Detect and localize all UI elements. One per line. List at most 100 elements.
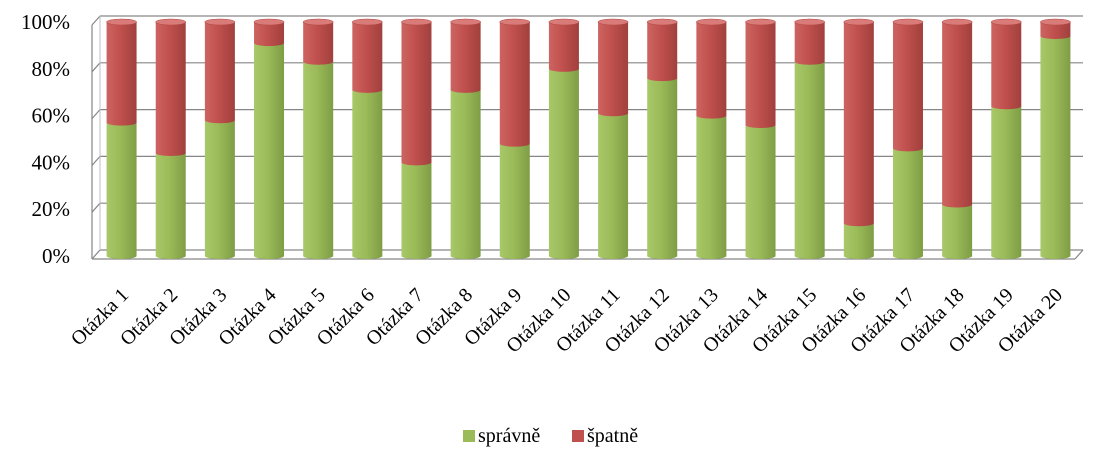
y-tick-label: 40% xyxy=(32,150,71,174)
bar-stack xyxy=(892,18,924,259)
y-tick-label: 80% xyxy=(32,57,71,81)
bar-segment-base xyxy=(303,253,334,259)
bar-top-cap xyxy=(302,18,334,26)
bar-segment-spravne xyxy=(106,122,137,257)
bar-segment-base xyxy=(254,253,285,259)
bar-top-cap xyxy=(597,18,629,26)
legend-label: špatně xyxy=(587,425,638,447)
bar-top-cap xyxy=(155,18,187,26)
bar-segment-base xyxy=(794,253,825,259)
bar-top-cap xyxy=(941,18,973,26)
bar-top-cap xyxy=(352,18,383,26)
bar-stack xyxy=(794,18,825,259)
bar-segment-base xyxy=(598,110,629,117)
bar-segment-spatne xyxy=(598,22,629,114)
bar-stack xyxy=(253,18,285,259)
y-axis: 0% 20% 40% 60% 80% 100% xyxy=(21,10,70,268)
y-tick-label: 60% xyxy=(32,104,71,128)
bar-segment-base xyxy=(401,253,432,259)
bar-top-cap xyxy=(548,18,580,26)
bar-segment-spatne xyxy=(892,22,923,149)
bar-segment-base xyxy=(303,58,334,65)
legend-swatch xyxy=(572,430,584,442)
bar-stack xyxy=(352,18,383,259)
bar-stack xyxy=(597,18,629,259)
bar-stack xyxy=(696,18,727,259)
bar-segment-spravne xyxy=(254,43,285,257)
bar-segment-spravne xyxy=(401,162,432,256)
bar-segment-spravne xyxy=(696,115,727,256)
bar-segment-base xyxy=(843,220,874,227)
bar-top-cap xyxy=(990,18,1022,26)
bar-top-cap xyxy=(450,18,481,26)
bar-segment-base xyxy=(106,119,137,126)
bar-segment-base xyxy=(942,201,973,208)
bar-segment-spravne xyxy=(499,143,530,256)
bar-segment-base xyxy=(450,253,481,259)
legend-item: špatně xyxy=(572,425,638,447)
bar-segment-base xyxy=(647,75,678,82)
bar-top-cap xyxy=(745,18,776,26)
bar-segment-spravne xyxy=(303,61,334,256)
y-tick-label: 100% xyxy=(21,10,70,34)
bar-segment-base xyxy=(794,58,825,65)
bar-segment-spatne xyxy=(106,22,137,123)
bar-top-cap xyxy=(253,18,285,26)
bar-stack xyxy=(155,18,187,259)
bar-segment-spravne xyxy=(352,89,383,256)
bar-stack xyxy=(843,18,875,259)
bar-segment-base xyxy=(204,253,235,259)
bar-segment-base xyxy=(991,103,1022,110)
bar-segment-base xyxy=(352,86,383,93)
bar-segment-spravne xyxy=(991,106,1022,257)
bar-segment-base xyxy=(843,253,874,259)
bar-segment-base xyxy=(647,253,678,259)
bar-stack xyxy=(990,18,1022,259)
bar-stack xyxy=(401,18,432,259)
bar-segment-base xyxy=(204,117,235,124)
bar-top-cap xyxy=(794,18,825,26)
bar-segment-spravne xyxy=(843,223,874,256)
bar-top-cap xyxy=(696,18,727,26)
bar-segment-base xyxy=(598,253,629,259)
bar-segment-spravne xyxy=(745,124,776,257)
bar-segment-spravne xyxy=(942,204,973,256)
bar-segment-base xyxy=(352,253,383,259)
bar-segment-spatne xyxy=(254,22,285,44)
bar-stack xyxy=(450,18,481,259)
bar-segment-base xyxy=(499,140,530,147)
bar-segment-spatne xyxy=(1040,22,1071,37)
legend-item: správně xyxy=(463,425,540,447)
bar-top-cap xyxy=(646,18,678,26)
legend-swatch xyxy=(463,430,475,442)
bar-stack xyxy=(745,18,776,259)
y-tick-label: 0% xyxy=(42,244,70,268)
bar-segment-base xyxy=(106,253,137,259)
bar-stack xyxy=(1040,18,1071,259)
bar-stack xyxy=(204,18,236,259)
bar-segment-spravne xyxy=(1040,36,1071,256)
bar-segment-base xyxy=(892,145,923,152)
bar-stack xyxy=(499,18,531,259)
bar-stack xyxy=(548,18,580,259)
bar-segment-spatne xyxy=(843,22,874,224)
bar-segment-spatne xyxy=(450,22,481,90)
bar-top-cap xyxy=(892,18,924,26)
bar-top-cap xyxy=(843,18,875,26)
bar-top-cap xyxy=(499,18,531,26)
bar-segment-base xyxy=(1040,33,1071,40)
bar-segment-base xyxy=(254,40,285,47)
bar-segment-base xyxy=(696,253,727,259)
bar-segment-spatne xyxy=(794,22,825,62)
bars xyxy=(106,18,1071,259)
bar-segment-spatne xyxy=(696,22,727,116)
bar-stack xyxy=(941,18,973,259)
bar-segment-spravne xyxy=(598,113,629,256)
bar-segment-base xyxy=(942,253,973,259)
gridlines xyxy=(91,15,1084,260)
bar-segment-base xyxy=(745,121,776,128)
bar-segment-base xyxy=(696,112,727,119)
bar-stack xyxy=(106,18,137,259)
